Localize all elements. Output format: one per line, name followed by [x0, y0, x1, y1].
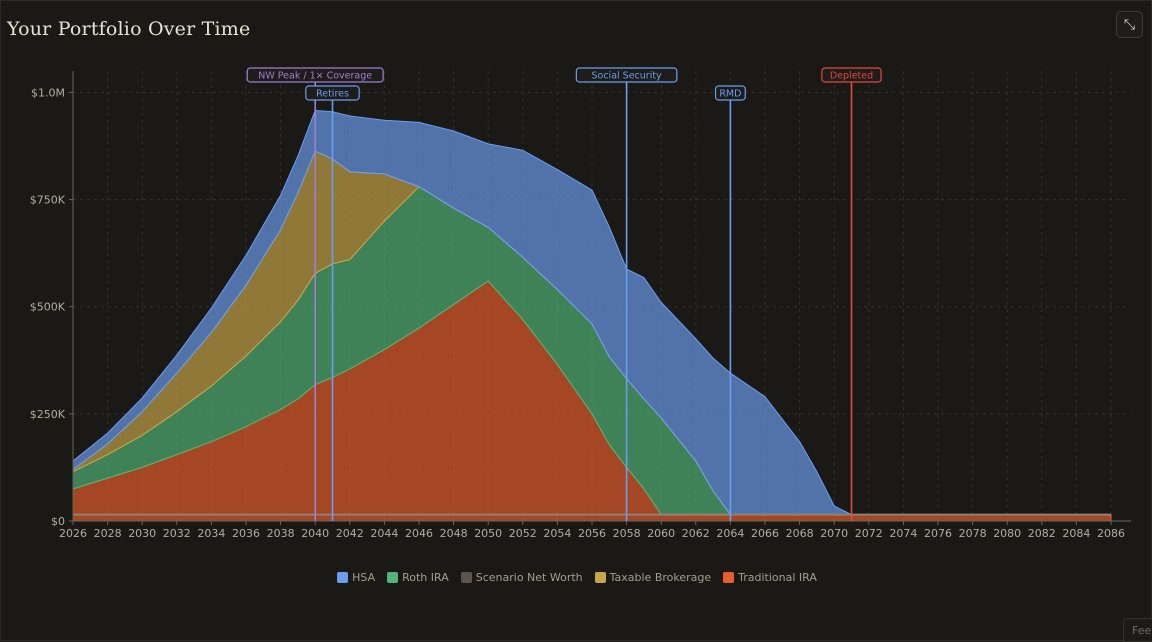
event-marker-badge [246, 67, 384, 83]
feedback-label: Fee [1132, 624, 1152, 637]
x-tick-label: 2062 [682, 527, 710, 540]
x-tick-label: 2056 [578, 527, 606, 540]
x-tick-label: 2078 [959, 527, 987, 540]
x-tick-label: 2070 [820, 527, 848, 540]
x-tick-label: 2060 [647, 527, 675, 540]
x-tick-label: 2086 [1097, 527, 1125, 540]
x-tick-label: 2028 [94, 527, 122, 540]
y-tick-label: $1.0M [31, 86, 65, 99]
legend-item[interactable]: Roth IRA [387, 571, 449, 584]
event-marker-badge [821, 67, 882, 83]
x-tick-label: 2076 [924, 527, 952, 540]
event-marker-badge [575, 67, 678, 83]
x-tick-label: 2058 [613, 527, 641, 540]
page-title: Your Portfolio Over Time [7, 18, 251, 40]
event-marker-label: Social Security [591, 71, 662, 82]
y-tick-label: $250K [30, 408, 66, 421]
x-tick-label: 2064 [716, 527, 744, 540]
x-tick-label: 2034 [197, 527, 225, 540]
x-tick-label: 2026 [59, 527, 87, 540]
expand-diagonal-icon: ⤡ [1123, 16, 1136, 33]
x-tick-label: 2030 [128, 527, 156, 540]
x-tick-label: 2084 [1062, 527, 1090, 540]
feedback-tab[interactable]: Fee [1123, 618, 1152, 642]
event-marker-badge [714, 85, 746, 101]
x-tick-label: 2054 [543, 527, 571, 540]
chart-legend: HSA Roth IRA Scenario Net Worth Taxable Bro… [1, 571, 1152, 584]
expand-button[interactable]: ⤡ [1116, 11, 1143, 38]
legend-swatch [337, 572, 349, 583]
y-tick-label: $500K [30, 301, 66, 314]
event-marker-label: NW Peak / 1× Coverage [258, 71, 372, 82]
x-tick-label: 2044 [370, 527, 398, 540]
y-tick-label: $750K [30, 194, 66, 207]
x-tick-label: 2068 [786, 527, 814, 540]
legend-item[interactable]: HSA [337, 571, 375, 584]
event-marker-label: Depleted [830, 71, 873, 82]
legend-label: HSA [352, 571, 376, 584]
portfolio-area-chart: 2026 2028 2030 2032 2034 2036 2038 2040 2042 2044… [30, 67, 1131, 540]
x-tick-label: 2066 [751, 527, 779, 540]
legend-item[interactable]: Traditional IRA [723, 571, 817, 584]
x-tick-label: 2042 [336, 527, 364, 540]
legend-swatch [723, 572, 735, 583]
x-tick-label: 2052 [509, 527, 537, 540]
x-tick-label: 2074 [889, 527, 917, 540]
legend-label: Roth IRA [402, 571, 449, 584]
x-tick-label: 2072 [855, 527, 883, 540]
x-tick-label: 2080 [993, 527, 1021, 540]
x-tick-label: 2046 [405, 527, 433, 540]
event-marker-badge [305, 85, 360, 101]
x-tick-label: 2082 [1028, 527, 1056, 540]
y-tick-label: $0 [51, 515, 65, 528]
legend-label: Scenario Net Worth [475, 571, 583, 584]
legend-item[interactable]: Taxable Brokerage [594, 571, 712, 584]
x-tick-label: 2036 [232, 527, 260, 540]
legend-swatch [594, 572, 606, 583]
x-tick-label: 2032 [163, 527, 191, 540]
legend-label: Taxable Brokerage [609, 571, 712, 584]
x-tick-label: 2040 [301, 527, 329, 540]
legend-item[interactable]: Scenario Net Worth [460, 571, 583, 584]
legend-label: Traditional IRA [738, 571, 817, 584]
x-tick-label: 2038 [267, 527, 295, 540]
legend-swatch [387, 572, 399, 583]
legend-swatch [460, 572, 472, 583]
event-marker-label: RMD [719, 89, 741, 100]
x-tick-label: 2048 [440, 527, 468, 540]
x-tick-label: 2050 [474, 527, 502, 540]
event-marker-label: Retires [316, 89, 349, 100]
